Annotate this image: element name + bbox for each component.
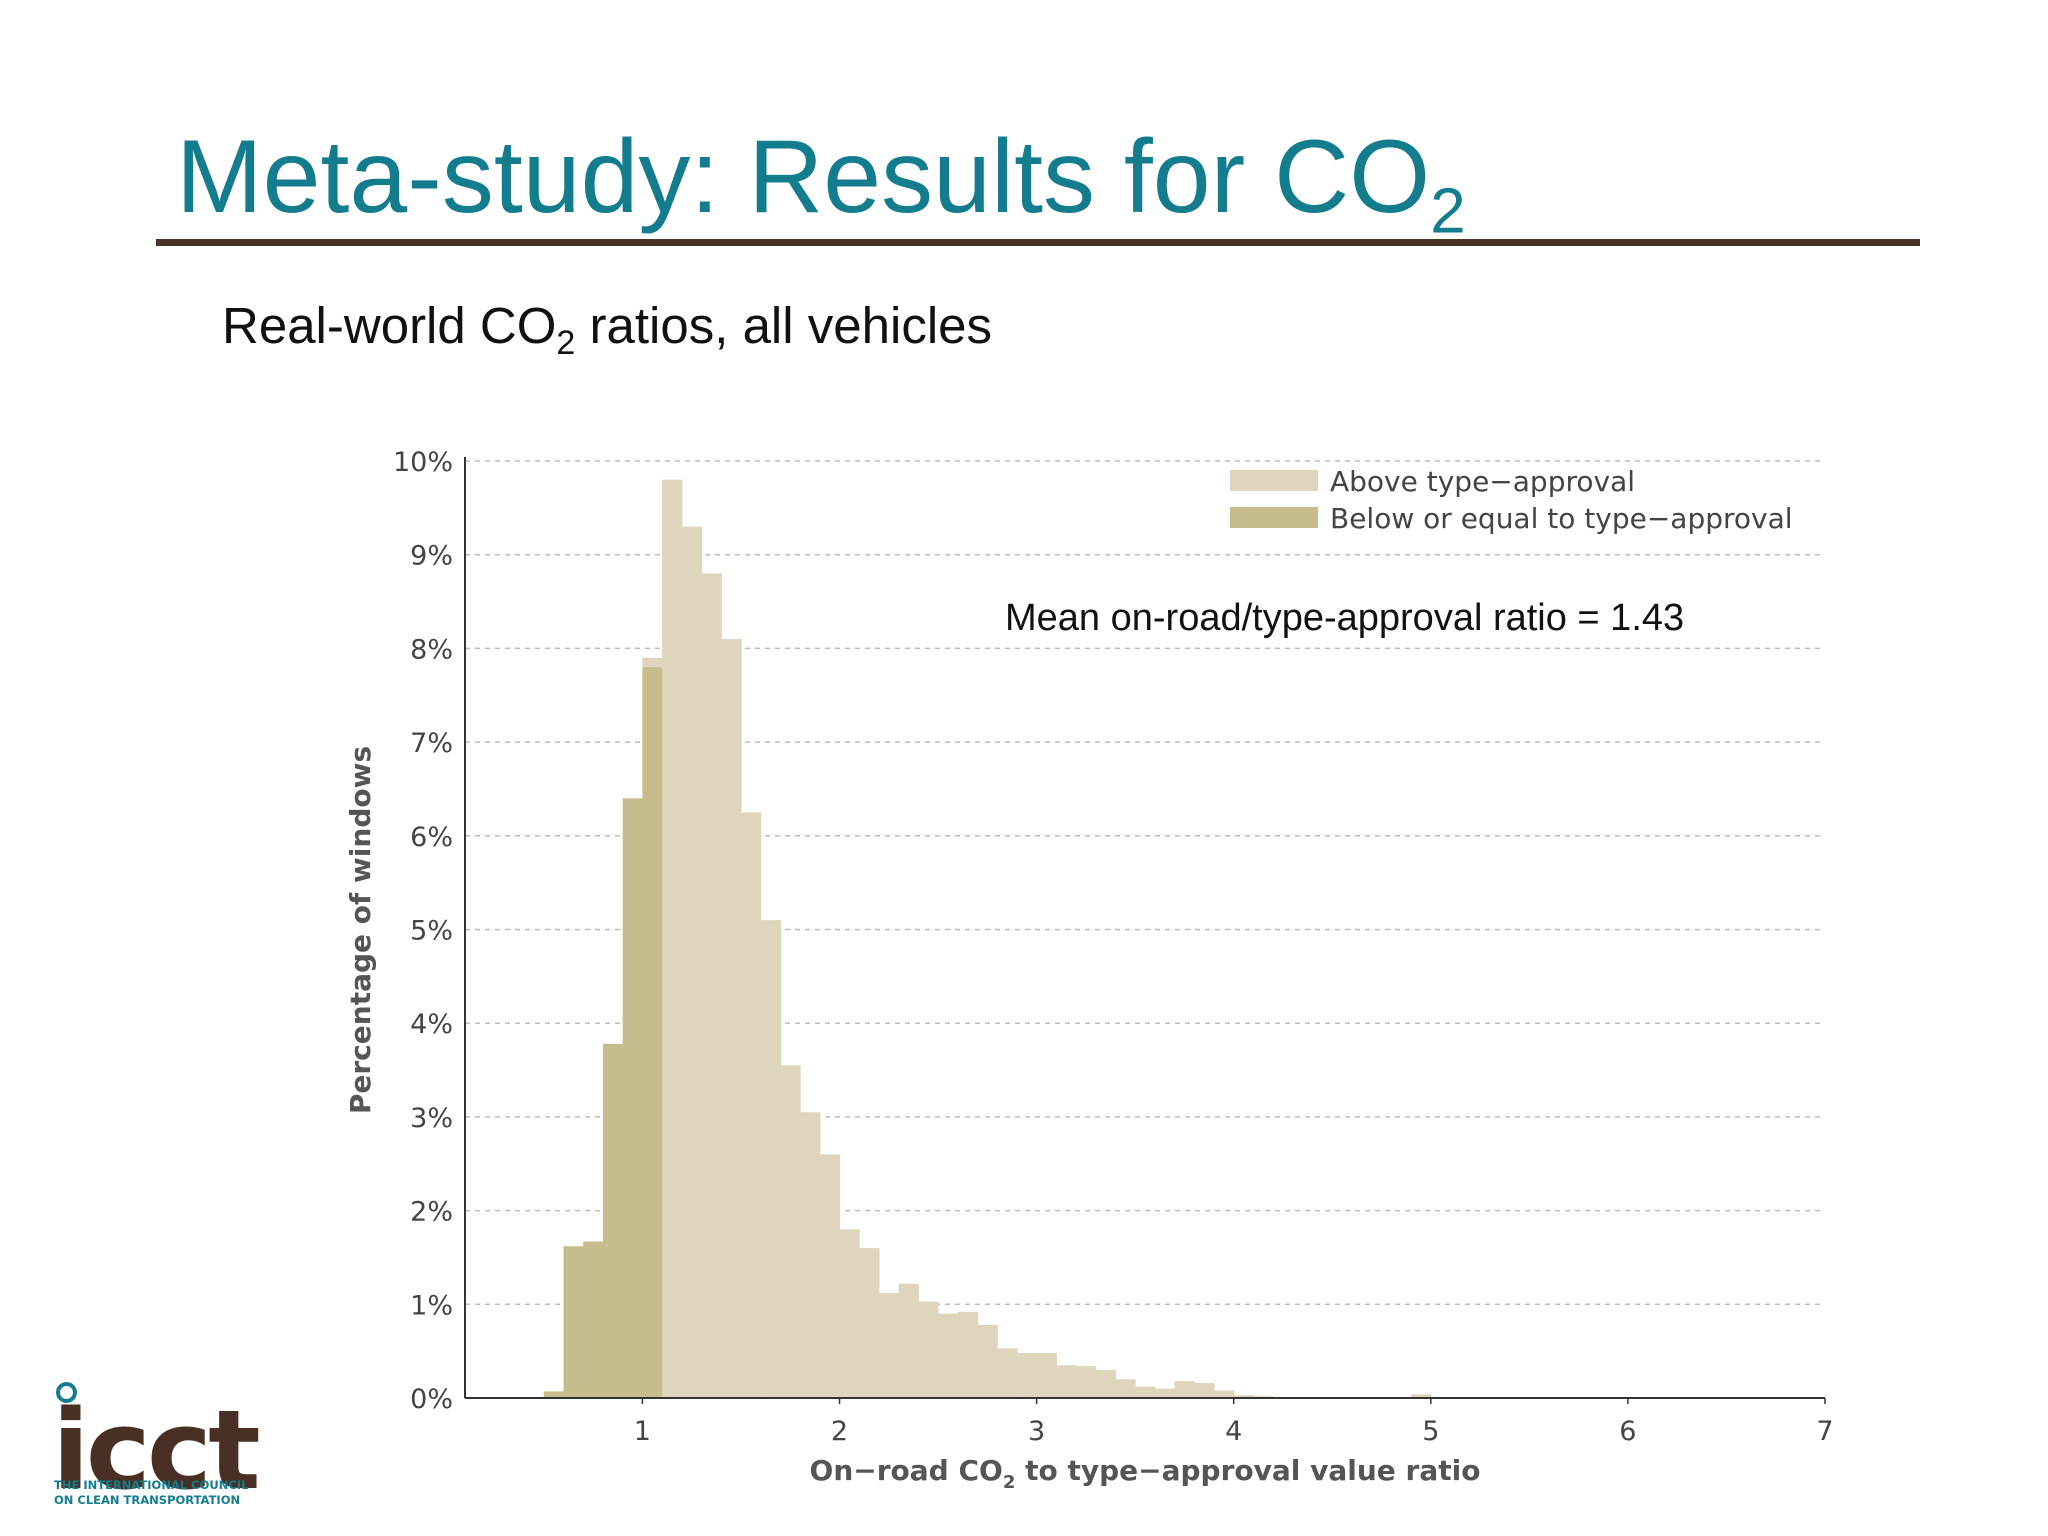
y-tick-label-2: 2% bbox=[410, 1197, 453, 1228]
x-axis-label-subscript: 2 bbox=[1003, 1472, 1016, 1493]
bar-below-1.0 bbox=[642, 667, 663, 1398]
bar-above-2.9 bbox=[1016, 1353, 1038, 1398]
bar-above-1.2 bbox=[681, 526, 703, 1398]
bar-below-0.8 bbox=[602, 1043, 624, 1398]
bar-above-2.5 bbox=[938, 1313, 959, 1398]
logo-tagline-2: ON CLEAN TRANSPORTATION bbox=[54, 1493, 241, 1507]
bar-above-3.7 bbox=[1174, 1381, 1195, 1398]
bar-below-0.6 bbox=[563, 1246, 584, 1398]
x-tick-label-7: 7 bbox=[1816, 1416, 1833, 1447]
x-tick-label-3: 3 bbox=[1028, 1416, 1045, 1447]
grid-lines bbox=[465, 460, 1825, 1306]
bar-above-3.4 bbox=[1115, 1379, 1136, 1398]
y-tick-label-3: 3% bbox=[410, 1103, 453, 1134]
y-tick-label-7: 7% bbox=[410, 728, 453, 759]
y-tick-label-6: 6% bbox=[410, 822, 453, 853]
bar-above-1.1 bbox=[662, 479, 683, 1398]
x-tick-label-4: 4 bbox=[1225, 1416, 1242, 1447]
bar-above-2.1 bbox=[859, 1248, 880, 1398]
slide-subtitle: Real-world CO2 ratios, all vehicles bbox=[222, 297, 993, 360]
logo-dot-icon bbox=[56, 1382, 77, 1403]
bar-below-0.5 bbox=[543, 1391, 565, 1398]
y-tick-label-8: 8% bbox=[410, 634, 453, 665]
legend-swatch-below bbox=[1230, 507, 1318, 528]
legend: Above type−approval Below or equal to ty… bbox=[1230, 465, 1793, 535]
x-axis-label-post: to type−approval value ratio bbox=[1015, 1454, 1480, 1487]
x-tick-label-5: 5 bbox=[1422, 1416, 1439, 1447]
bar-above-3.5 bbox=[1135, 1386, 1156, 1398]
bar-above-3.6 bbox=[1154, 1388, 1176, 1398]
x-tick-label-1: 1 bbox=[634, 1416, 651, 1447]
y-tick-label-4: 4% bbox=[410, 1009, 453, 1040]
subtitle-subscript: 2 bbox=[556, 323, 576, 362]
y-tick-label-1: 1% bbox=[410, 1290, 453, 1321]
y-tick-labels: 0% 1% 2% 3% 4% 5% 6% 7% 8% 9% 10% bbox=[393, 447, 453, 1415]
bar-above-2.2 bbox=[878, 1293, 900, 1398]
bar-above-3.0 bbox=[1036, 1353, 1057, 1398]
legend-label-above: Above type−approval bbox=[1330, 465, 1635, 498]
icct-logo: icct bbox=[52, 1386, 261, 1514]
y-axis-label: Percentage of windows bbox=[344, 746, 377, 1114]
title-rule bbox=[156, 239, 1920, 246]
bar-above-1.3 bbox=[701, 573, 722, 1398]
subtitle-pre: Real-world CO bbox=[222, 297, 557, 354]
bar-above-2.0 bbox=[839, 1229, 860, 1398]
x-axis-label-pre: On−road CO bbox=[810, 1454, 1003, 1487]
bar-above-4.9 bbox=[1411, 1394, 1432, 1398]
slide-title: Meta-study: Results for CO2 bbox=[176, 125, 1466, 242]
bar-above-1.6 bbox=[760, 920, 781, 1398]
slide-title-main: Meta-study: Results for CO bbox=[176, 119, 1431, 235]
x-tick-label-2: 2 bbox=[831, 1416, 848, 1447]
bar-above-2.3 bbox=[898, 1283, 919, 1398]
y-tick-label-10: 10% bbox=[393, 447, 453, 478]
bar-above-1.5 bbox=[740, 812, 762, 1398]
legend-swatch-above bbox=[1230, 470, 1318, 491]
bar-above-3.2 bbox=[1076, 1366, 1097, 1398]
y-tick-label-5: 5% bbox=[410, 916, 453, 947]
bar-above-3.9 bbox=[1213, 1390, 1235, 1398]
bar-above-2.4 bbox=[918, 1301, 939, 1398]
y-tick-label-9: 9% bbox=[410, 541, 453, 572]
x-axis-label: On−road CO2 to type−approval value ratio bbox=[810, 1454, 1481, 1493]
bar-above-2.6 bbox=[957, 1311, 979, 1398]
histogram-bars bbox=[543, 479, 1432, 1398]
legend-label-below: Below or equal to type−approval bbox=[1330, 502, 1793, 535]
bar-above-2.7 bbox=[977, 1324, 998, 1398]
bar-above-1.8 bbox=[800, 1112, 821, 1398]
bar-above-3.8 bbox=[1194, 1383, 1215, 1398]
bar-above-4.0 bbox=[1233, 1395, 1255, 1398]
slide-title-subscript: 2 bbox=[1430, 174, 1466, 247]
chart-axes bbox=[464, 457, 1825, 1399]
bar-below-0.7 bbox=[583, 1241, 604, 1398]
logo-tagline-1: THE INTERNATIONAL COUNCIL bbox=[54, 1478, 249, 1492]
bar-above-3.1 bbox=[1056, 1365, 1077, 1398]
bar-above-1.7 bbox=[780, 1065, 801, 1398]
bar-above-1.4 bbox=[721, 639, 742, 1398]
bar-above-2.8 bbox=[997, 1348, 1018, 1398]
x-tick-label-6: 6 bbox=[1619, 1416, 1636, 1447]
mean-ratio-annotation: Mean on-road/type-approval ratio = 1.43 bbox=[1005, 597, 1684, 639]
bar-above-1.9 bbox=[819, 1154, 841, 1398]
bar-below-0.9 bbox=[622, 798, 643, 1398]
bar-above-3.3 bbox=[1095, 1369, 1117, 1398]
x-tick-labels: 1 2 3 4 5 6 7 bbox=[634, 1398, 1834, 1447]
y-tick-label-0: 0% bbox=[410, 1384, 453, 1415]
subtitle-post: ratios, all vehicles bbox=[575, 297, 993, 354]
